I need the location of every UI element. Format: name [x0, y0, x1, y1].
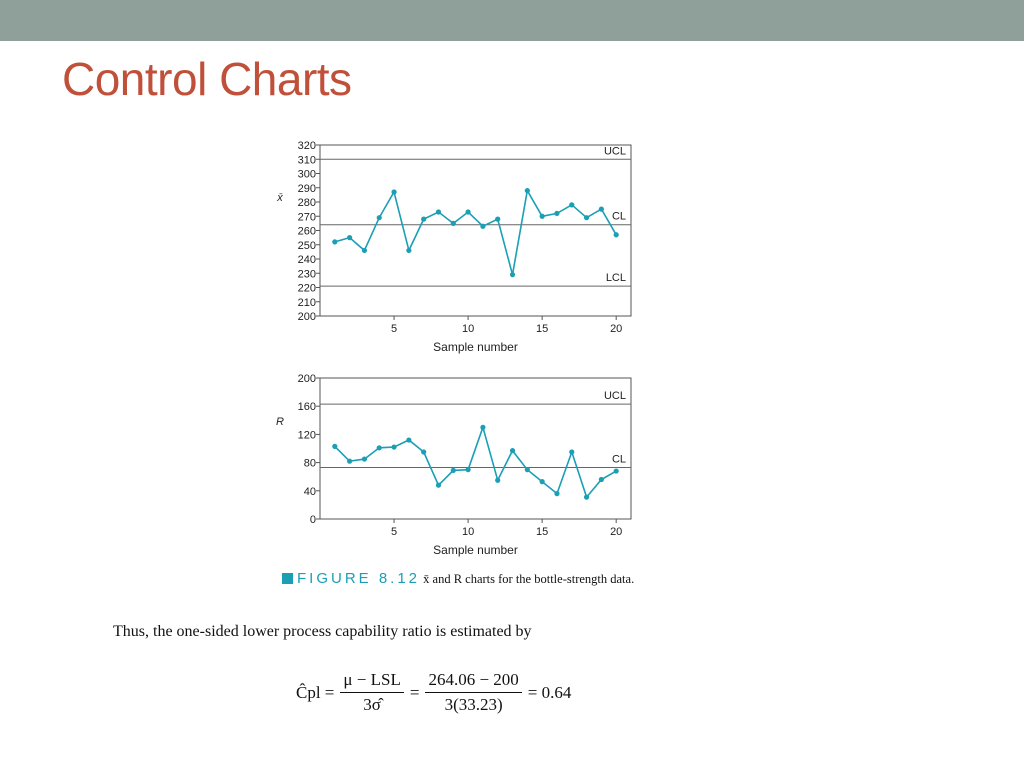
xbar-data-point [361, 247, 368, 254]
r-data-point [554, 491, 560, 497]
r-y-tick-label: 120 [298, 429, 316, 441]
xbar-data-point [480, 223, 486, 229]
xbar-y-tick-label: 260 [298, 226, 316, 238]
xbar-y-tick-label: 220 [298, 283, 316, 295]
r-data-point [480, 424, 486, 430]
r-data-point [465, 467, 471, 473]
capability-formula: Ĉpl = μ − LSL 3σ̂ = 264.06 − 200 3(33.23… [296, 670, 571, 715]
xbar-cl-label: CL [612, 211, 626, 223]
xbar-y-tick-label: 290 [298, 183, 316, 195]
xbar-data-point [406, 247, 412, 254]
r-data-point [495, 477, 501, 483]
r-data-point [613, 468, 619, 474]
r-data-point [598, 476, 604, 483]
caption-square-icon [282, 573, 293, 584]
r-y-tick-label: 0 [310, 514, 316, 526]
r-data-point [391, 444, 397, 450]
r-data-point [347, 458, 353, 464]
formula-equals: = [409, 682, 420, 702]
xbar-y-tick-label: 230 [298, 268, 316, 280]
xbar-data-point [450, 220, 456, 226]
r-data-point [361, 456, 368, 462]
r-x-tick-label: 5 [391, 526, 397, 538]
xbar-data-point [539, 213, 545, 219]
slide-title: Control Charts [62, 53, 352, 105]
body-text: Thus, the one-sided lower process capabi… [113, 623, 532, 640]
formula-lhs: Ĉpl = [296, 682, 335, 702]
r-y-axis-label: R [276, 416, 284, 428]
r-y-tick-label: 80 [304, 458, 316, 470]
xbar-chart: 200 210 220 230 240 250 260 270 280 290 300 310 320 5… [276, 140, 632, 354]
formula-numerator-2: 264.06 − 200 [425, 670, 522, 693]
r-ucl-label: UCL [604, 390, 626, 402]
xbar-y-tick-label: 240 [298, 254, 316, 266]
xbar-plot-frame [319, 144, 632, 317]
xbar-y-tick-label: 300 [298, 169, 316, 181]
r-x-tick-label: 10 [462, 526, 474, 538]
r-data-point [524, 467, 530, 473]
xbar-data-point [613, 232, 619, 238]
xbar-data-point [332, 239, 338, 245]
xbar-y-tick-label: 210 [298, 297, 316, 309]
xbar-data-point [435, 209, 442, 215]
xbar-y-tick-label: 320 [298, 140, 316, 152]
r-data-point [539, 479, 545, 485]
xbar-x-tick-label: 5 [391, 323, 397, 335]
r-data-point [583, 494, 590, 500]
r-data-point [421, 449, 427, 455]
r-cl-label: CL [612, 454, 626, 466]
xbar-data-point [569, 202, 575, 208]
xbar-data-point [391, 189, 397, 195]
xbar-x-tick-label: 15 [536, 323, 548, 335]
xbar-data-point [583, 215, 590, 221]
r-y-tick-label: 200 [298, 373, 316, 385]
r-data-point [406, 437, 412, 443]
formula-fraction-2: 264.06 − 200 3(33.23) [425, 670, 522, 715]
xbar-y-tick-label: 280 [298, 197, 316, 209]
r-x-axis-label: Sample number [433, 543, 518, 557]
xbar-x-tick-label: 20 [610, 323, 622, 335]
xbar-data-point [598, 206, 604, 212]
xbar-series-line [334, 188, 617, 275]
r-y-tick-label: 160 [298, 401, 316, 413]
xbar-y-tick-label: 270 [298, 211, 316, 223]
xbar-ucl-label: UCL [604, 145, 626, 157]
r-data-point [509, 448, 516, 454]
formula-result: = 0.64 [527, 682, 572, 702]
formula-denominator-2: 3(33.23) [444, 695, 503, 714]
xbar-x-tick-label: 10 [462, 323, 474, 335]
xbar-lcl-label: LCL [606, 272, 626, 284]
r-plot-frame [319, 377, 632, 520]
xbar-data-point [347, 235, 353, 241]
r-data-point [376, 445, 382, 451]
xbar-data-point [495, 216, 501, 222]
xbar-y-tick-label: 200 [298, 311, 316, 323]
r-series-line [334, 424, 617, 499]
xbar-y-axis-label: x̄ [276, 192, 283, 204]
r-chart: 0 40 80 120 160 200 5 10 15 20 Sample number R UCL CL [276, 373, 632, 557]
xbar-data-point [465, 209, 471, 215]
r-x-tick-label: 20 [610, 526, 622, 538]
formula-fraction-1: μ − LSL 3σ̂ [340, 670, 404, 715]
r-data-point [569, 449, 575, 455]
slide-top-bar [0, 0, 1024, 41]
xbar-data-point [421, 216, 427, 222]
r-data-point [435, 482, 442, 488]
xbar-data-point [554, 210, 560, 216]
xbar-x-axis-label: Sample number [433, 340, 518, 354]
r-data-point [450, 467, 456, 473]
formula-denominator-1: 3σ̂ [363, 695, 381, 714]
r-data-point [332, 443, 338, 449]
xbar-data-point [509, 272, 516, 278]
figure-caption: FIGURE 8.12 x̄ and R charts for the bott… [282, 570, 662, 588]
figure-label: FIGURE 8.12 [297, 570, 421, 587]
r-x-tick-label: 15 [536, 526, 548, 538]
xbar-data-point [524, 188, 530, 194]
caption-text: x̄ and R charts for the bottle-strength … [420, 572, 635, 586]
r-y-tick-label: 40 [304, 486, 316, 498]
xbar-data-point [376, 215, 382, 221]
xbar-y-tick-label: 310 [298, 154, 316, 166]
formula-numerator-1: μ − LSL [340, 670, 404, 693]
xbar-y-tick-label: 250 [298, 240, 316, 252]
